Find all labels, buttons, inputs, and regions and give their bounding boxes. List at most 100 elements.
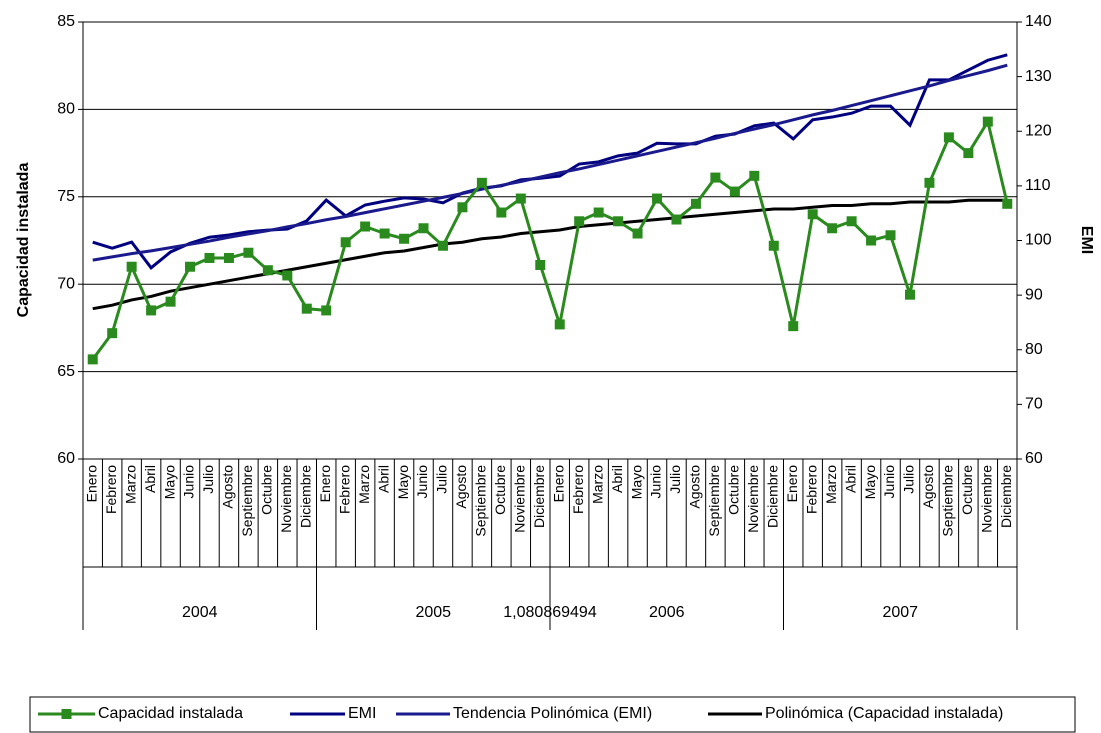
x-tick-label: Julio [200, 465, 216, 494]
x-tick-label: Febrero [803, 465, 819, 514]
x-tick-label: Abril [842, 465, 858, 493]
marker [496, 207, 507, 218]
x-tick-label: Mayo [161, 465, 177, 499]
series-line [92, 53, 1008, 270]
x-tick-label: Junio [881, 465, 897, 499]
marker [165, 296, 176, 307]
marker [749, 170, 760, 181]
x-tick-label: Diciembre [297, 465, 313, 528]
y-tick-label: 85 [57, 13, 75, 30]
marker [827, 223, 838, 234]
y2-tick-label: 90 [1025, 286, 1043, 303]
annotation: 1,080869494 [503, 604, 597, 621]
marker [632, 228, 643, 239]
x-tick-label: Octubre [492, 465, 508, 515]
series-line [92, 63, 1008, 262]
y-tick-label: 65 [57, 363, 75, 380]
marker [807, 209, 818, 220]
x-tick-label: Marzo [823, 465, 839, 504]
marker [943, 132, 954, 143]
x-tick-label: Octubre [259, 465, 275, 515]
marker [846, 216, 857, 227]
x-tick-label: Marzo [589, 465, 605, 504]
marker [652, 193, 663, 204]
x-tick-label: Julio [667, 465, 683, 494]
marker [301, 303, 312, 314]
x-tick-label: Noviembre [745, 465, 761, 533]
y2-tick-label: 80 [1025, 341, 1043, 358]
marker [360, 221, 371, 232]
x-tick-label: Mayo [628, 465, 644, 499]
x-tick-label: Enero [550, 465, 566, 503]
marker [204, 252, 215, 263]
marker [399, 233, 410, 244]
x-tick-label: Abril [609, 465, 625, 493]
x-tick-label: Enero [317, 465, 333, 503]
y-tick-label: 75 [57, 188, 75, 205]
y2-tick-label: 100 [1025, 232, 1052, 249]
marker [282, 270, 293, 281]
y-tick-label: 60 [57, 450, 75, 467]
marker [768, 240, 779, 251]
legend-label: Polinómica (Capacidad instalada) [765, 705, 1003, 722]
marker [535, 259, 546, 270]
marker [262, 265, 273, 276]
marker [340, 237, 351, 248]
x-tick-label: Agosto [920, 465, 936, 509]
marker [476, 177, 487, 188]
marker [379, 228, 390, 239]
marker [146, 305, 157, 316]
marker [515, 193, 526, 204]
year-label: 2007 [882, 604, 918, 621]
x-tick-label: Abril [375, 465, 391, 493]
y2-tick-label: 130 [1025, 68, 1052, 85]
marker [126, 261, 137, 272]
marker [885, 230, 896, 241]
x-tick-label: Marzo [122, 465, 138, 504]
x-tick-label: Agosto [453, 465, 469, 509]
marker [904, 289, 915, 300]
x-tick-label: Abril [142, 465, 158, 493]
x-tick-label: Noviembre [979, 465, 995, 533]
marker [613, 216, 624, 227]
y2-tick-label: 140 [1025, 13, 1052, 30]
x-tick-label: Junio [648, 465, 664, 499]
x-tick-label: Octubre [959, 465, 975, 515]
marker [690, 198, 701, 209]
year-label: 2005 [415, 604, 451, 621]
x-tick-label: Julio [434, 465, 450, 494]
x-tick-label: Mayo [395, 465, 411, 499]
marker [788, 321, 799, 332]
legend-marker [61, 709, 72, 719]
x-tick-label: Febrero [336, 465, 352, 514]
x-tick-label: Junio [181, 465, 197, 499]
marker [418, 223, 429, 234]
marker [321, 305, 332, 316]
legend-box [29, 696, 1076, 733]
x-tick-label: Noviembre [278, 465, 294, 533]
legend-label: Capacidad instalada [98, 705, 243, 722]
x-tick-label: Marzo [356, 465, 372, 504]
marker [87, 354, 98, 365]
year-label: 2006 [649, 604, 685, 621]
marker [866, 235, 877, 246]
legend-label: Tendencia Polinómica (EMI) [453, 705, 652, 722]
x-tick-label: Febrero [103, 465, 119, 514]
x-tick-label: Septiembre [239, 465, 255, 537]
marker [457, 202, 468, 213]
y2-tick-label: 60 [1025, 450, 1043, 467]
x-tick-label: Septiembre [706, 465, 722, 537]
marker [924, 177, 935, 188]
marker [729, 186, 740, 197]
x-tick-label: Julio [901, 465, 917, 494]
y-tick-label: 80 [57, 101, 75, 118]
marker [1002, 198, 1013, 209]
marker [710, 172, 721, 183]
x-tick-label: Septiembre [473, 465, 489, 537]
y2-tick-label: 70 [1025, 396, 1043, 413]
marker [671, 214, 682, 225]
marker [982, 116, 993, 127]
y-axis-title: Capacidad instalada [15, 163, 32, 318]
y2-tick-label: 110 [1025, 177, 1051, 194]
